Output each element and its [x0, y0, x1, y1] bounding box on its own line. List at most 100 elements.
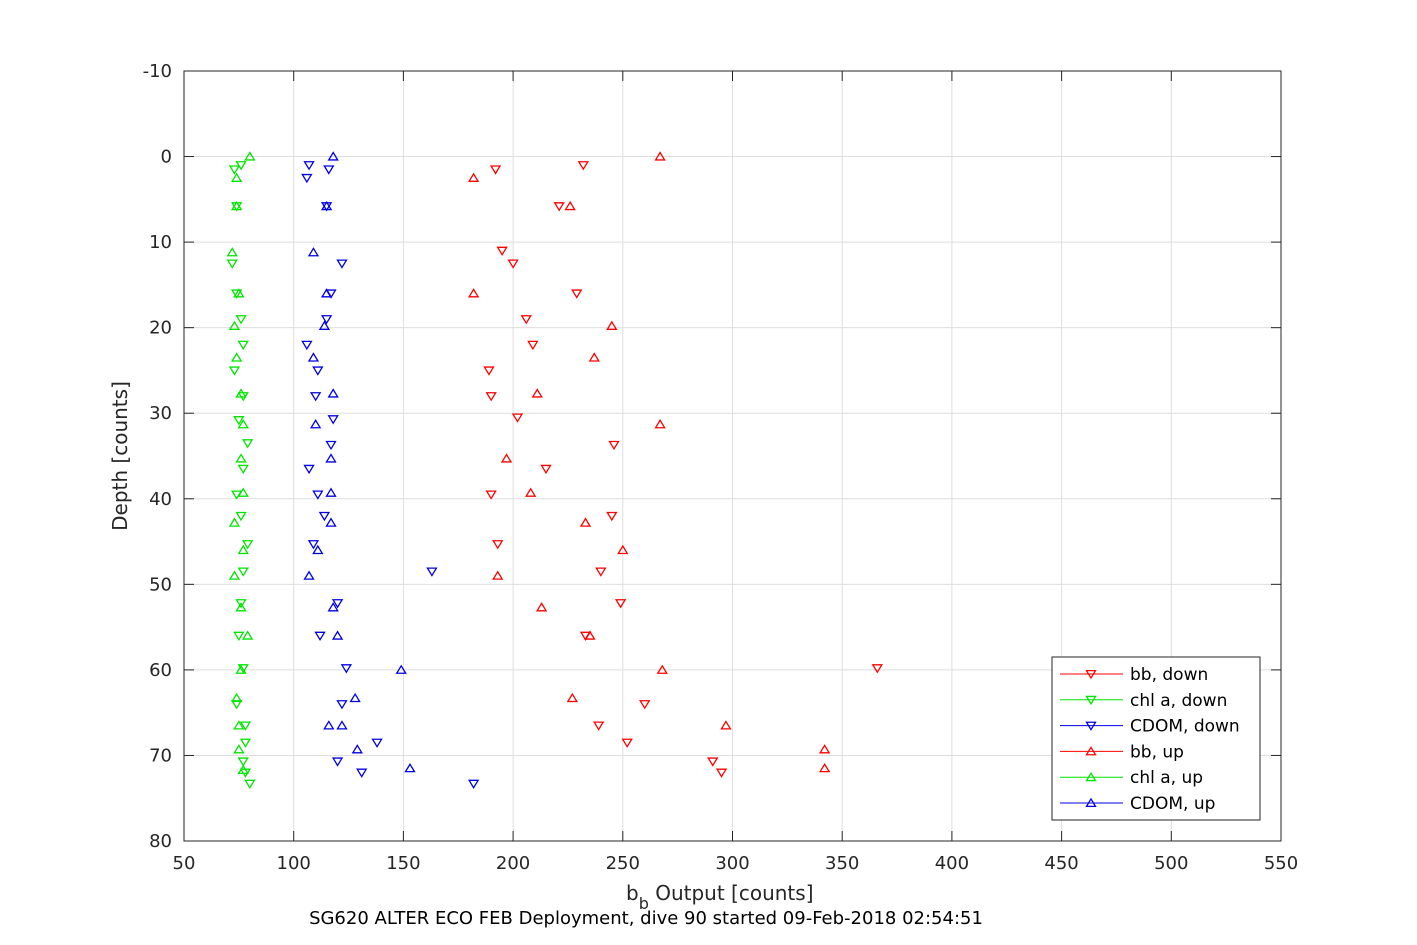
data-point-bb-up — [654, 151, 666, 161]
data-point-cdom-up — [325, 453, 337, 463]
legend-marker — [1085, 746, 1097, 756]
data-point-chl-a-up — [233, 720, 245, 730]
data-point-cdom-down — [336, 700, 348, 710]
data-point-bb-up — [467, 172, 480, 182]
data-point-cdom-up — [327, 388, 339, 398]
data-point-chl-a-down — [235, 315, 247, 325]
data-point-chl-a-down — [235, 511, 247, 522]
data-point-cdom-down — [314, 631, 326, 641]
legend-entry: CDOM, up — [1130, 794, 1215, 814]
data-point-chl-a-up — [235, 453, 247, 463]
data-point-cdom-down — [327, 415, 339, 425]
y-tick-label: 0 — [161, 147, 172, 168]
data-point-cdom-up — [336, 720, 348, 730]
data-point-chl-a-up — [235, 602, 247, 612]
data-point-bb-down — [608, 440, 620, 451]
data-point-cdom-up — [318, 320, 331, 330]
data-point-cdom-down — [309, 392, 322, 402]
data-point-chl-a-down — [239, 738, 252, 748]
data-point-bb-up — [531, 388, 543, 398]
data-point-bb-up — [656, 664, 668, 674]
data-point-cdom-up — [323, 720, 335, 730]
data-point-chl-a-down — [228, 165, 241, 175]
x-tick-label: 300 — [715, 853, 749, 874]
data-point-bb-down — [489, 165, 502, 175]
data-point-cdom-up — [327, 602, 339, 612]
data-point-bb-down — [492, 540, 504, 550]
data-point-cdom-down — [301, 340, 313, 351]
data-point-bb-up — [535, 602, 548, 612]
data-point-chl-a-up — [226, 247, 238, 257]
data-point-bb-up — [654, 419, 666, 429]
data-point-cdom-up — [307, 247, 320, 257]
data-point-bb-up — [524, 487, 537, 497]
y-tick-label: 10 — [149, 232, 172, 253]
data-point-chl-a-up — [231, 352, 243, 362]
data-point-bb-down — [571, 289, 583, 299]
data-point-cdom-down — [336, 259, 348, 269]
data-point-chl-a-down — [233, 416, 245, 426]
legend-marker — [1085, 669, 1097, 680]
data-point-bb-down — [593, 721, 605, 731]
data-point-bb-up — [579, 517, 592, 527]
legend-entry: chl a, up — [1130, 768, 1203, 788]
data-point-bb-down — [485, 490, 497, 500]
data-point-chl-a-up — [231, 172, 243, 182]
data-point-bb-up — [566, 692, 578, 703]
y-tick-label: -10 — [143, 61, 172, 82]
data-point-chl-a-up — [237, 544, 249, 555]
data-point-cdom-down — [325, 440, 337, 451]
data-point-cdom-down — [303, 464, 315, 475]
x-tick-label: 150 — [386, 853, 420, 874]
data-point-chl-a-up — [237, 764, 249, 775]
data-point-chl-a-up — [228, 570, 241, 580]
data-point-bb-down — [540, 464, 552, 475]
data-point-chl-a-up — [233, 288, 245, 298]
data-point-chl-a-up — [235, 664, 247, 674]
data-point-chl-a-up — [244, 151, 256, 161]
x-tick-label: 450 — [1044, 853, 1078, 874]
data-point-bb-down — [553, 202, 565, 212]
legend-entry: chl a, down — [1130, 691, 1227, 711]
data-point-bb-up — [588, 352, 600, 362]
data-point-cdom-up — [312, 544, 324, 555]
data-point-cdom-up — [320, 288, 333, 298]
data-point-bb-down — [871, 664, 883, 674]
data-point-cdom-down — [356, 768, 368, 778]
legend-marker — [1085, 771, 1097, 782]
legend-marker — [1085, 695, 1097, 706]
data-point-chl-a-down — [233, 631, 245, 641]
data-point-chl-a-up — [231, 692, 243, 703]
x-tick-label: 400 — [935, 853, 969, 874]
y-tick-label: 80 — [149, 831, 172, 852]
data-point-chl-a-down — [237, 664, 249, 674]
x-tick-label: 200 — [496, 853, 530, 874]
data-point-bb-down — [496, 246, 508, 256]
data-point-cdom-up — [404, 762, 416, 773]
data-point-chl-a-up — [231, 200, 243, 211]
data-point-chl-a-up — [237, 487, 249, 497]
data-point-cdom-up — [307, 352, 320, 362]
x-tick-label: 250 — [606, 853, 640, 874]
figure-caption: SG620 ALTER ECO FEB Deployment, dive 90 … — [309, 908, 983, 929]
x-tick-label: 50 — [173, 853, 196, 874]
data-point-chl-a-down — [228, 366, 241, 376]
data-point-cdom-down — [318, 511, 331, 522]
data-point-cdom-up — [309, 419, 322, 429]
data-point-cdom-up — [349, 692, 361, 703]
legend: bb, down chl a, down CDOM, down bb, up chl a… — [1051, 656, 1261, 821]
legend-marker — [1085, 797, 1097, 808]
y-tick-label: 60 — [149, 660, 172, 681]
data-point-bb-up — [720, 720, 732, 730]
data-point-chl-a-down — [231, 289, 243, 299]
x-tick-label: 350 — [825, 853, 859, 874]
data-point-chl-a-down — [241, 540, 254, 550]
data-point-cdom-down — [312, 490, 324, 500]
y-tick-label: 20 — [149, 318, 172, 339]
plot-frame — [183, 70, 1282, 842]
data-point-chl-a-down — [226, 259, 238, 269]
legend-box — [1051, 656, 1261, 821]
data-point-bb-up — [818, 762, 831, 773]
legend-entry: CDOM, down — [1130, 717, 1240, 737]
data-point-bb-down — [511, 413, 524, 423]
